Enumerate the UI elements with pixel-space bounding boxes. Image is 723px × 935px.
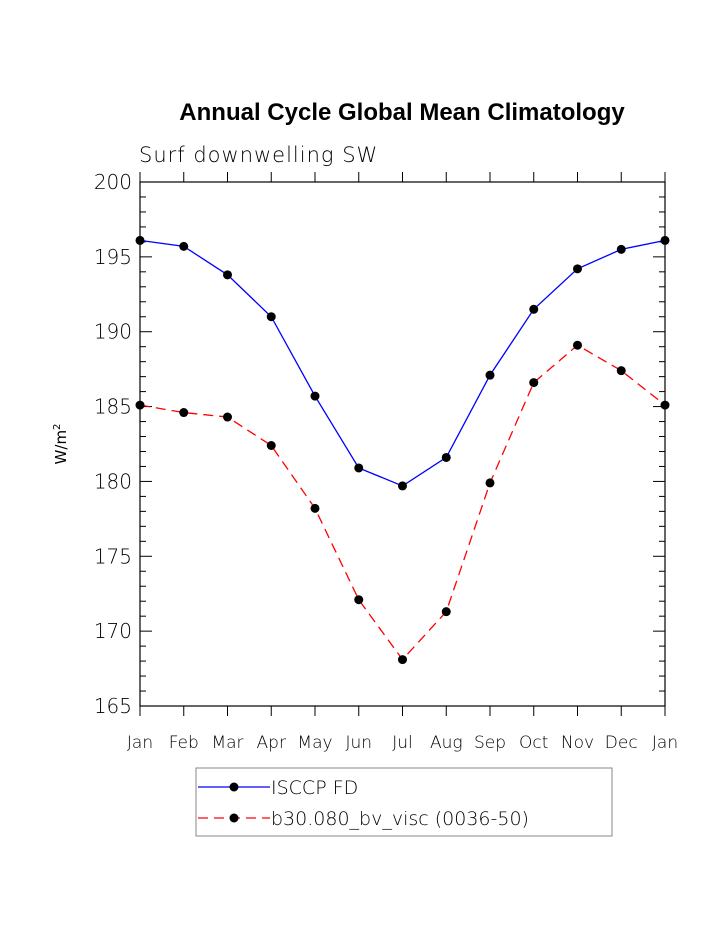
y-tick-label: 200	[94, 170, 132, 194]
data-point-series-1	[660, 235, 670, 245]
data-point-series-1	[529, 304, 539, 314]
plot-frame	[139, 181, 666, 707]
chart-title: Annual Cycle Global Mean Climatology	[179, 99, 625, 126]
x-tick-label: Apr	[257, 733, 286, 753]
x-tick-label: Feb	[169, 733, 199, 753]
series-line-1	[139, 239, 666, 487]
x-tick-label: Nov	[561, 733, 594, 753]
y-tick-label: 190	[94, 320, 132, 344]
legend-marker-2	[229, 813, 239, 823]
data-point-series-1	[310, 391, 320, 401]
legend-label-1: ISCCP FD	[271, 777, 358, 799]
y-tick-label: 175	[94, 544, 132, 568]
y-axis-label-text: W/m	[52, 430, 70, 465]
x-tick-label: Jan	[127, 733, 153, 753]
data-point-series-2	[223, 412, 232, 422]
data-point-series-2	[398, 655, 407, 665]
data-point-series-1	[398, 481, 407, 491]
data-point-series-2	[529, 378, 539, 388]
y-tick-label: 195	[94, 245, 132, 269]
data-point-series-1	[223, 270, 232, 280]
legend-marker-1	[229, 782, 239, 792]
y-axis-label: W/m2	[52, 424, 70, 465]
data-point-series-1	[266, 312, 276, 322]
y-tick-label: 185	[94, 395, 132, 419]
data-point-series-2	[441, 607, 451, 617]
x-tick-label: Sep	[474, 733, 506, 753]
y-tick-label: 170	[94, 619, 132, 643]
legend: ISCCP FD b30.080_bv_visc (0036-50)	[195, 767, 613, 837]
data-point-series-2	[485, 478, 495, 488]
data-point-series-1	[179, 241, 189, 251]
legend-box	[195, 767, 613, 837]
x-tick-label: Jan	[652, 733, 678, 753]
data-point-series-2	[660, 400, 670, 410]
data-point-series-1	[616, 244, 626, 254]
data-point-series-1	[485, 370, 495, 380]
x-tick-label: Jun	[345, 733, 372, 753]
legend-label-2: b30.080_bv_visc (0036-50)	[271, 808, 529, 830]
x-tick-label: Aug	[430, 733, 463, 753]
plot-area: 165 170 175 180 185 190 195 200 Jan Feb Mar Apr May J…	[94, 170, 678, 753]
data-point-series-1	[573, 264, 582, 274]
data-point-series-2	[573, 340, 582, 350]
y-axis-label-superscript: 2	[52, 424, 63, 430]
data-point-series-2	[135, 400, 145, 410]
data-point-series-2	[266, 440, 276, 450]
data-point-series-2	[310, 503, 320, 513]
x-tick-label: Dec	[605, 733, 638, 753]
x-tick-label: Mar	[211, 733, 243, 753]
data-point-series-2	[616, 366, 626, 376]
x-tick-label: Jul	[392, 733, 413, 753]
y-tick-label: 180	[94, 469, 132, 493]
y-tick-label: 165	[94, 694, 132, 718]
data-point-series-2	[354, 595, 364, 605]
x-tick-label: Oct	[519, 733, 548, 753]
data-point-series-1	[354, 463, 364, 473]
data-point-series-1	[135, 235, 145, 245]
data-point-series-2	[179, 408, 189, 418]
series-line-2	[139, 344, 666, 661]
x-tick-label: May	[297, 733, 332, 753]
chart-subtitle: Surf downwelling SW	[139, 143, 378, 167]
data-point-series-1	[441, 452, 451, 462]
